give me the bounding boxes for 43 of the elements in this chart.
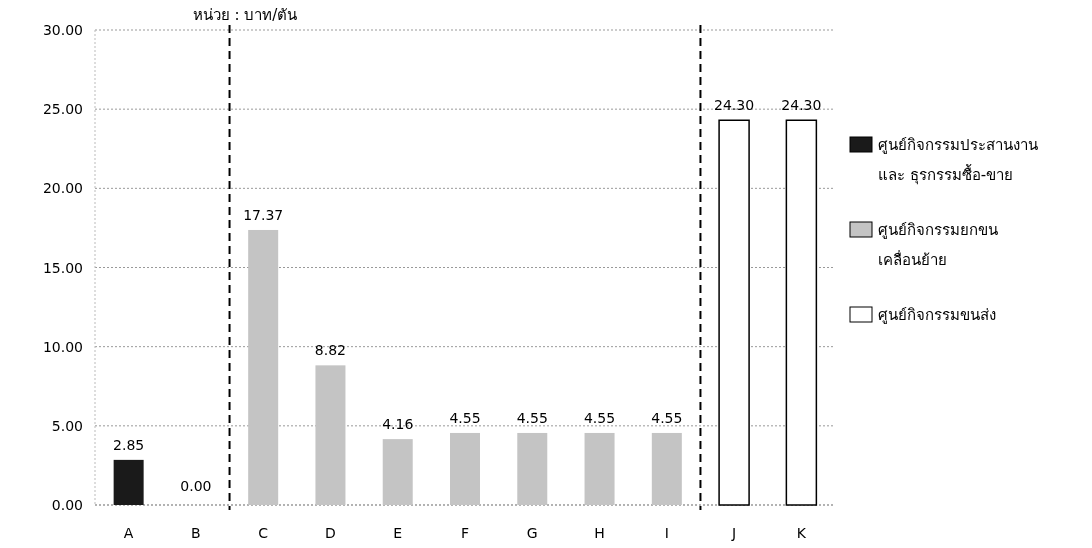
bar <box>450 432 480 505</box>
x-tick-label: K <box>796 525 807 541</box>
x-tick-label: D <box>325 525 336 541</box>
legend-label: ศูนย์กิจกรรมยกขน เคลื่อนย้าย <box>878 221 998 269</box>
bar <box>315 365 346 505</box>
x-tick-label: E <box>393 525 403 541</box>
bar <box>382 439 413 505</box>
x-tick-label: F <box>460 525 470 541</box>
y-tick-label: 5.00 <box>51 417 83 434</box>
y-axis-title: หน่วย : บาท/ตัน <box>192 6 298 24</box>
bar <box>584 432 615 505</box>
y-tick-label: 15.00 <box>42 259 83 276</box>
x-tick-label: I <box>664 525 669 541</box>
data-label: 8.82 <box>314 342 347 359</box>
x-tick-label: C <box>258 525 269 541</box>
bar <box>517 432 548 505</box>
y-tick-label: 25.00 <box>42 101 83 118</box>
bar <box>248 229 279 505</box>
x-tick-label: J <box>731 525 737 541</box>
data-label: 17.37 <box>243 206 284 223</box>
data-label: 0.00 <box>180 478 212 494</box>
data-label: 24.30 <box>714 97 755 114</box>
x-tick-label: A <box>123 525 134 541</box>
bar <box>651 432 682 505</box>
data-label: 4.55 <box>449 409 481 426</box>
bar <box>785 119 818 506</box>
y-tick-label: 10.00 <box>42 338 83 355</box>
bar <box>113 459 144 505</box>
data-label: 2.85 <box>113 436 145 453</box>
y-tick-label: 30.00 <box>42 22 83 38</box>
legend-label: ศูนย์กิจกรรมประสานงาน และ ธุรกรรมซื้อ-ขาย <box>878 136 1038 185</box>
y-tick-label: 20.00 <box>42 180 83 197</box>
data-label: 4.55 <box>516 409 548 426</box>
bar <box>718 119 750 506</box>
data-label: 24.30 <box>781 97 822 114</box>
x-tick-label: H <box>594 525 605 541</box>
y-tick-label: 0.00 <box>51 497 83 513</box>
x-tick-label: B <box>191 525 201 541</box>
data-label: 4.16 <box>382 416 414 433</box>
x-tick-label: G <box>526 525 538 541</box>
legend-label: ศูนย์กิจกรรมขนส่ง <box>878 306 996 324</box>
data-label: 4.55 <box>583 409 616 426</box>
data-label: 4.55 <box>651 409 683 426</box>
